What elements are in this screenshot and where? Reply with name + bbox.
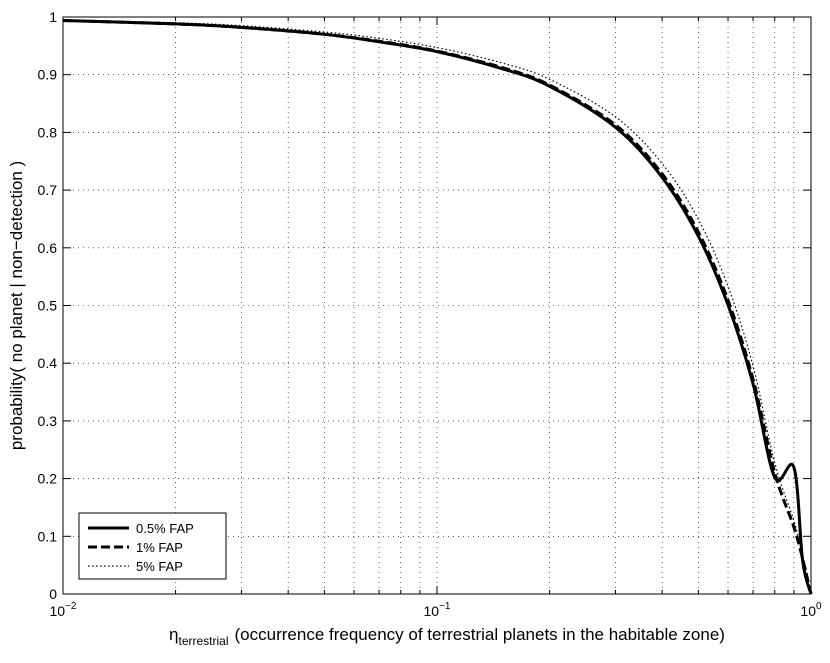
y-tick-label: 0.9 <box>38 67 58 83</box>
ticks <box>62 16 812 595</box>
legend-label: 1% FAP <box>136 540 183 555</box>
legend-item: 5% FAP <box>88 559 183 574</box>
series-line-dotted <box>62 19 812 595</box>
x-tick-label-exponent: 0 <box>816 601 822 612</box>
y-tick-label: 0.7 <box>38 182 58 198</box>
x-axis-label-symbol: η <box>169 625 178 644</box>
x-tick-label-exponent: −2 <box>65 601 77 612</box>
y-axis-label: probability( no planet | non−detection ) <box>7 161 26 450</box>
legend-label: 5% FAP <box>136 559 183 574</box>
legend-item: 1% FAP <box>88 540 183 555</box>
y-tick-label: 0.2 <box>38 471 58 487</box>
x-tick-label-base: 10 <box>50 603 66 619</box>
x-tick-label: 10−2 <box>50 601 77 619</box>
y-tick-label: 0.8 <box>38 124 58 140</box>
x-tick-label-base: 10 <box>800 603 816 619</box>
y-tick-label: 0.4 <box>38 355 58 371</box>
y-tick-label: 1 <box>49 9 57 25</box>
y-tick-label: 0 <box>49 586 57 602</box>
series-layer <box>62 18 813 595</box>
legend: 0.5% FAP 1% FAP 5% FAP <box>78 512 227 580</box>
y-tick-label: 0.5 <box>38 298 58 314</box>
legend-item: 0.5% FAP <box>88 521 194 536</box>
y-tick-label: 0.6 <box>38 240 58 256</box>
legend-label: 0.5% FAP <box>136 521 194 536</box>
y-tick-label: 0.3 <box>38 413 58 429</box>
x-tick-label-exponent: −1 <box>439 601 451 612</box>
series-line-solid <box>62 18 813 595</box>
x-axis-label-text: (occurrence frequency of terrestrial pla… <box>235 625 725 644</box>
y-tick-label: 0.1 <box>38 528 58 544</box>
grid <box>63 17 811 594</box>
x-tick-label-base: 10 <box>424 603 440 619</box>
x-axis-label: ηterrestrial (occurrence frequency of ter… <box>169 625 725 648</box>
x-tick-label: 100 <box>800 601 822 619</box>
x-tick-label: 10−1 <box>424 601 451 619</box>
x-axis-label-subscript: terrestrial <box>179 634 229 648</box>
